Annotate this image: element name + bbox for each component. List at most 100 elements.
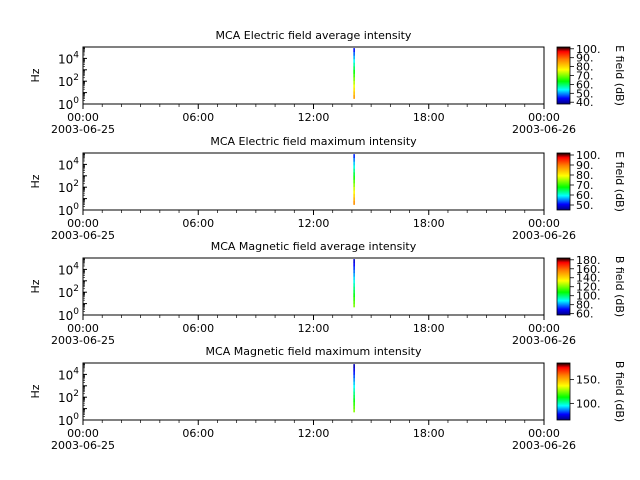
colorbar-tick-label: 90.	[576, 52, 594, 65]
chart-title: MCA Magnetic field maximum intensity	[206, 345, 422, 358]
y-tick-exponent: 2	[73, 179, 79, 189]
colorbar: 100. 150. B field (dB)	[556, 361, 626, 422]
y-tick-exponent: 0	[73, 412, 79, 422]
data-strip-cell	[353, 283, 355, 287]
data-strip-cell	[353, 401, 355, 406]
panel-2: MCA Electric field maximum intensity1001…	[29, 135, 626, 242]
y-tick-exponent: 4	[73, 50, 79, 60]
data-strip-cell	[353, 197, 355, 202]
y-tick-label: 104	[58, 156, 79, 172]
data-strip-cell	[353, 272, 355, 277]
colorbar-tick-label: 120.	[576, 281, 601, 294]
y-tick-base: 10	[58, 286, 73, 300]
colorbar-tick-label: 150.	[576, 374, 601, 387]
chart-title: MCA Electric field average intensity	[216, 29, 412, 42]
x-tick-label: 18:00	[413, 427, 445, 440]
data-strip-cell	[353, 200, 355, 205]
data-strip-cell	[353, 87, 355, 92]
colorbar-tick-label: 100.	[576, 43, 601, 56]
y-tick-base: 10	[58, 75, 73, 89]
colorbar-tick-label: 60.	[576, 189, 594, 202]
data-strip-cell	[353, 69, 355, 74]
x-tick-label: 18:00	[413, 111, 445, 124]
y-tick-base: 10	[58, 204, 73, 218]
plot-frame	[82, 257, 545, 316]
colorbar-tick-label: 100.	[576, 397, 601, 410]
y-tick-label: 100	[58, 96, 79, 112]
data-strip-cell	[353, 164, 355, 169]
colorbar: 50.60.70.80.90.100. E field (dB)	[556, 149, 626, 212]
data-strip-cell	[353, 154, 355, 159]
y-tick-base: 10	[58, 181, 73, 195]
data-strip-cell	[353, 175, 355, 180]
data-strip-cell	[353, 286, 355, 291]
data-strip-cell	[353, 405, 355, 409]
data-strip-cell	[353, 172, 355, 177]
x-tick-label: 06:00	[182, 322, 214, 335]
x-tick-label: 00:00	[528, 427, 560, 440]
y-tick-label: 102	[58, 284, 79, 300]
data-strip-cell	[353, 394, 355, 399]
data-strip-cell	[353, 300, 355, 304]
y-tick-base: 10	[58, 158, 73, 172]
colorbar-tick-label: 70.	[576, 179, 594, 192]
y-tick-base: 10	[58, 414, 73, 428]
data-strip-cell	[353, 303, 355, 308]
y-axis-label: Hz	[29, 68, 42, 82]
data-strip-cell	[353, 269, 355, 274]
colorbar-tick-label: 100.	[576, 290, 601, 303]
colorbar-tick-label: 140.	[576, 272, 601, 285]
x-tick-label: 12:00	[298, 111, 330, 124]
x-tick-label: 00:00	[528, 322, 560, 335]
x-tick-label: 00:00	[528, 217, 560, 230]
y-tick-label: 104	[58, 50, 79, 66]
panel-4: MCA Magnetic field maximum intensity1001…	[29, 345, 626, 452]
data-strip-cell	[353, 296, 355, 301]
colorbar-gradient	[556, 257, 571, 316]
colorbar-label: E field (dB)	[613, 151, 626, 212]
x-tick-label: 00:00	[67, 111, 99, 124]
data-strip-cell	[353, 364, 355, 368]
colorbar-gradient	[556, 362, 571, 421]
colorbar-tick-label: 80.	[576, 299, 594, 312]
x-tick-label: 18:00	[413, 322, 445, 335]
y-tick-label: 102	[58, 73, 79, 89]
y-axis-label: Hz	[29, 384, 42, 398]
data-strip-cell	[353, 48, 355, 53]
panel-1: MCA Electric field average intensity 100 1…	[29, 29, 626, 136]
data-strip-cell	[353, 381, 355, 385]
x-tick-label: 06:00	[182, 111, 214, 124]
data-strip-cell	[353, 94, 355, 99]
data-strip-cell	[353, 157, 355, 162]
data-strip-cell	[353, 370, 355, 375]
plot-frame	[82, 362, 545, 421]
y-tick-base: 10	[58, 52, 73, 66]
y-tick-exponent: 2	[73, 389, 79, 399]
x-date-label: 2003-06-26	[512, 229, 576, 242]
y-tick-exponent: 4	[73, 156, 79, 166]
x-date-label: 2003-06-26	[512, 439, 576, 452]
x-date-label: 2003-06-25	[51, 334, 115, 347]
plot-frame	[82, 46, 545, 105]
y-tick-label: 104	[58, 261, 79, 277]
data-strip-cell	[353, 193, 355, 198]
data-strip-cell	[353, 190, 355, 195]
data-strip-cell	[353, 168, 355, 173]
data-strip-cell	[353, 182, 355, 187]
data-strip-cell	[353, 367, 355, 372]
y-axis-label: Hz	[29, 174, 42, 188]
colorbar: 40.50.60.70.80.90.100. E field (dB)	[556, 43, 626, 109]
colorbar-tick-label: 40.	[576, 96, 594, 109]
x-date-label: 2003-06-25	[51, 123, 115, 136]
panel-3: MCA Magnetic field average intensity1001…	[29, 240, 626, 347]
y-tick-label: 100	[58, 412, 79, 428]
colorbar-tick-label: 80.	[576, 169, 594, 182]
y-tick-exponent: 4	[73, 366, 79, 376]
x-date-label: 2003-06-25	[51, 229, 115, 242]
colorbar-tick-label: 50.	[576, 87, 594, 100]
data-strip-cell	[353, 279, 355, 284]
data-strip-cell	[353, 186, 355, 191]
colorbar-tick-label: 100.	[576, 149, 601, 162]
data-strip-cell	[353, 259, 355, 263]
data-strip-cell	[353, 76, 355, 81]
